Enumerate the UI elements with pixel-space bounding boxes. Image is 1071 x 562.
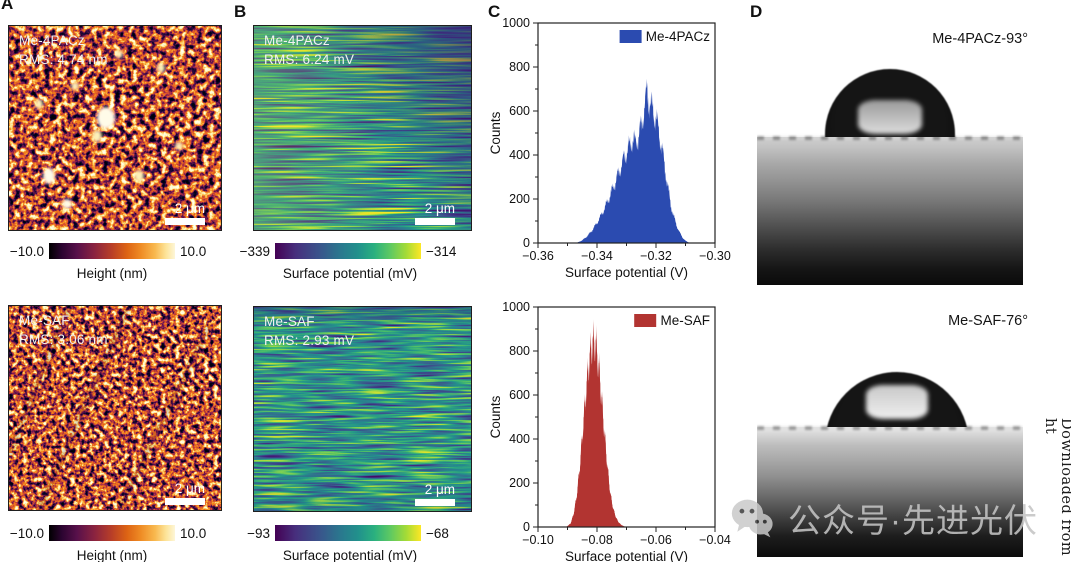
scalebar — [415, 499, 455, 506]
water-droplet — [825, 372, 969, 427]
scalebar-label: 2 μm — [174, 481, 205, 496]
potential-colorbar-top: −339 −314 — [230, 243, 456, 259]
colorbar-title: Height (nm) — [76, 266, 148, 281]
panel-label-b: B — [234, 2, 247, 21]
svg-text:−0.06: −0.06 — [640, 533, 672, 547]
afm-texture — [9, 306, 221, 510]
kpfm-texture — [254, 307, 471, 511]
scalebar-label: 2 μm — [424, 482, 455, 497]
kpfm-image-me4pacz: Me-4PACz RMS: 6.24 mV 2 μm — [253, 25, 472, 231]
svg-text:−0.30: −0.30 — [699, 249, 731, 263]
svg-text:800: 800 — [509, 60, 530, 74]
panel-label-a: A — [1, 0, 14, 13]
rms-label: RMS: 3.06 nm — [19, 332, 108, 347]
rms-label: RMS: 2.93 mV — [264, 333, 355, 348]
histogram-mesaf: −0.10 −0.08 −0.06 −0.04 0 200 400 600 800 1000 Sur… — [488, 300, 731, 562]
svg-text:−0.34: −0.34 — [581, 249, 613, 263]
colorbar-min: −10.0 — [9, 525, 44, 541]
panel-label-c: C — [488, 2, 501, 21]
svg-text:0: 0 — [523, 520, 530, 534]
colorbar-max: −68 — [426, 525, 449, 541]
colorbar-gradient — [275, 525, 421, 541]
svg-text:−0.08: −0.08 — [581, 533, 613, 547]
colorbar-max: 10.0 — [180, 525, 207, 541]
svg-text:1000: 1000 — [502, 16, 530, 30]
scalebar-label: 2 μm — [174, 201, 205, 216]
scalebar — [415, 218, 455, 225]
svg-text:−0.10: −0.10 — [522, 533, 554, 547]
sample-label: Me-SAF — [19, 313, 70, 328]
sample-label: Me-4PACz — [264, 33, 330, 48]
colorbar-min: −93 — [247, 525, 270, 541]
svg-text:400: 400 — [509, 148, 530, 162]
substrate — [757, 137, 1023, 285]
scalebar-label: 2 μm — [424, 201, 455, 216]
height-colorbar-top: −10.0 10.0 — [2, 243, 206, 259]
colorbar-title: Height (nm) — [76, 548, 148, 562]
wechat-icon — [731, 499, 773, 538]
svg-text:−0.04: −0.04 — [699, 533, 731, 547]
colorbar-gradient — [49, 525, 175, 541]
colorbar-min: −339 — [239, 243, 270, 259]
svg-text:−0.36: −0.36 — [522, 249, 554, 263]
colorbar-title: Surface potential (mV) — [282, 548, 418, 562]
height-colorbar-bottom: −10.0 10.0 — [2, 525, 206, 541]
afm-height-image-me4pacz: Me-4PACz RMS: 4.74 nm 2 μm — [8, 25, 222, 231]
svg-text:1000: 1000 — [502, 300, 530, 314]
contact-angle-photo-me4pacz — [757, 50, 1023, 285]
svg-text:200: 200 — [509, 192, 530, 206]
watermark-text: 公众号·先进光伏 — [788, 502, 1038, 539]
kpfm-image-mesaf: Me-SAF RMS: 2.93 mV 2 μm — [253, 306, 472, 512]
svg-text:Counts: Counts — [488, 111, 503, 154]
surface-line — [757, 136, 1023, 140]
contact-angle-caption-mesaf: Me-SAF-76° — [948, 313, 1028, 329]
colorbar-min: −10.0 — [9, 243, 44, 259]
contact-angle-caption-me4pacz: Me-4PACz-93° — [932, 31, 1028, 47]
svg-text:200: 200 — [509, 476, 530, 490]
contact-angle-photo-mesaf — [757, 330, 1023, 557]
scalebar — [165, 498, 205, 505]
svg-text:800: 800 — [509, 344, 530, 358]
droplet-clip — [757, 50, 1023, 137]
svg-text:600: 600 — [509, 388, 530, 402]
afm-texture — [9, 26, 221, 230]
rms-label: RMS: 6.24 mV — [264, 52, 355, 67]
svg-text:Surface potential (V): Surface potential (V) — [565, 549, 688, 562]
scalebar — [165, 218, 205, 225]
colorbar-title: Surface potential (mV) — [282, 266, 418, 281]
svg-text:0: 0 — [523, 236, 530, 250]
panel-label-d: D — [750, 2, 763, 21]
droplet-glint — [858, 100, 922, 134]
droplet-clip — [757, 330, 1023, 427]
svg-text:Counts: Counts — [488, 395, 503, 438]
potential-colorbar-bottom: −93 −68 — [230, 525, 449, 541]
colorbar-max: 10.0 — [180, 243, 207, 259]
colorbar-max: −314 — [426, 243, 457, 259]
substrate — [757, 427, 1023, 557]
histogram-me4pacz: −0.36 −0.34 −0.32 −0.30 0 200 400 600 800 1000 Sur… — [488, 16, 731, 280]
rms-label: RMS: 4.74 nm — [19, 52, 108, 67]
droplet-glint — [866, 385, 928, 419]
colorbar-gradient — [49, 243, 175, 259]
sample-label: Me-4PACz — [19, 33, 85, 48]
svg-text:600: 600 — [509, 104, 530, 118]
colorbar-gradient — [275, 243, 421, 259]
surface-line — [757, 426, 1023, 430]
water-droplet — [825, 69, 955, 137]
svg-text:−0.32: −0.32 — [640, 249, 672, 263]
watermark: 公众号·先进光伏 — [730, 494, 1038, 542]
sample-label: Me-SAF — [264, 314, 315, 329]
svg-text:Me-4PACz: Me-4PACz — [646, 29, 711, 44]
svg-text:Me-SAF: Me-SAF — [660, 313, 710, 328]
afm-height-image-mesaf: Me-SAF RMS: 3.06 nm 2 μm — [8, 305, 222, 511]
svg-text:Surface potential (V): Surface potential (V) — [565, 265, 688, 280]
download-note: Downloaded from ht — [1042, 418, 1071, 557]
svg-text:400: 400 — [509, 432, 530, 446]
